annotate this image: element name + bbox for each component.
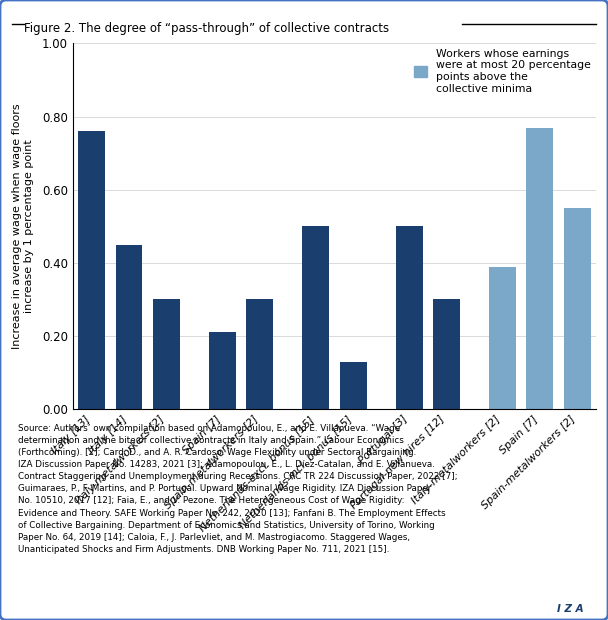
Bar: [340, 361, 367, 409]
Bar: [564, 208, 590, 409]
Bar: [489, 267, 516, 409]
Bar: [116, 245, 142, 409]
Bar: [433, 299, 460, 409]
Bar: [209, 332, 236, 409]
Bar: [396, 226, 423, 409]
Text: Source: Authors’ own compilation based on Adamopoulou, E., and E. Villanueva. “W: Source: Authors’ own compilation based o…: [18, 423, 458, 554]
Bar: [153, 299, 180, 409]
Text: I Z A: I Z A: [558, 604, 584, 614]
Text: Figure 2. The degree of “pass-through” of collective contracts: Figure 2. The degree of “pass-through” o…: [24, 22, 390, 35]
Legend: Workers whose earnings
were at most 20 percentage
points above the
collective mi: Workers whose earnings were at most 20 p…: [414, 49, 590, 94]
Y-axis label: Increase in average wage when wage floors
increase by 1 percentage point: Increase in average wage when wage floor…: [12, 104, 34, 349]
Bar: [527, 128, 553, 409]
Bar: [246, 299, 273, 409]
Bar: [78, 131, 105, 409]
Bar: [302, 226, 329, 409]
